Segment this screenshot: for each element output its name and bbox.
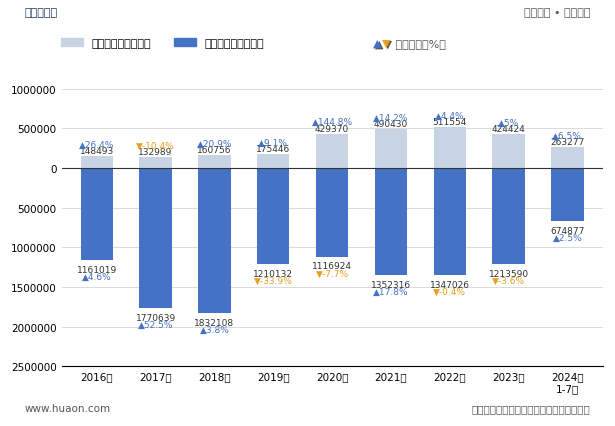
Text: ▲▼ 同比增速（%）: ▲▼ 同比增速（%） bbox=[375, 39, 446, 49]
Text: 160756: 160756 bbox=[197, 146, 232, 155]
Bar bbox=[493, 135, 525, 169]
Text: ▲6.5%: ▲6.5% bbox=[552, 131, 582, 140]
Text: 1213590: 1213590 bbox=[488, 269, 529, 278]
Text: ▲17.8%: ▲17.8% bbox=[373, 288, 409, 296]
Bar bbox=[257, 155, 290, 169]
Bar bbox=[316, 169, 348, 257]
Text: ▲20.9%: ▲20.9% bbox=[197, 139, 232, 148]
Text: 175446: 175446 bbox=[256, 144, 290, 153]
Text: ▼: ▼ bbox=[383, 39, 391, 49]
Text: 132989: 132989 bbox=[138, 148, 173, 157]
Text: 1210132: 1210132 bbox=[253, 269, 293, 278]
Bar bbox=[434, 169, 466, 275]
Text: 263277: 263277 bbox=[550, 138, 584, 147]
Text: 1832108: 1832108 bbox=[194, 318, 234, 327]
Bar bbox=[81, 169, 113, 260]
Bar bbox=[257, 169, 290, 264]
Text: 2016-2024年7月天津东疆综合保税区进、出口额: 2016-2024年7月天津东疆综合保税区进、出口额 bbox=[162, 42, 453, 60]
Text: ▲144.8%: ▲144.8% bbox=[312, 118, 352, 127]
Text: ▼-0.4%: ▼-0.4% bbox=[433, 287, 466, 296]
Text: 490430: 490430 bbox=[374, 120, 408, 129]
Text: 1352316: 1352316 bbox=[371, 280, 411, 289]
Text: ▲: ▲ bbox=[373, 39, 381, 49]
Text: 1116924: 1116924 bbox=[312, 262, 352, 271]
Text: 资料来源：中国海关，华经产业研究院整理: 资料来源：中国海关，华经产业研究院整理 bbox=[472, 403, 590, 413]
Bar bbox=[375, 130, 407, 169]
Text: 424424: 424424 bbox=[492, 125, 525, 134]
Bar bbox=[434, 128, 466, 169]
Text: 专业严谨 • 客观科学: 专业严谨 • 客观科学 bbox=[524, 8, 590, 18]
Text: ▼-33.9%: ▼-33.9% bbox=[254, 276, 293, 285]
Bar bbox=[375, 169, 407, 276]
Text: ▲5%: ▲5% bbox=[498, 118, 519, 127]
Text: ▲9.1%: ▲9.1% bbox=[258, 138, 288, 147]
Bar bbox=[551, 169, 584, 222]
Text: ▲3.8%: ▲3.8% bbox=[199, 325, 229, 334]
Text: 华经情报网: 华经情报网 bbox=[25, 8, 58, 18]
Legend: 出口总额（万美元）, 进口总额（万美元）: 出口总额（万美元）, 进口总额（万美元） bbox=[56, 34, 269, 53]
Text: ▲2.5%: ▲2.5% bbox=[552, 234, 582, 243]
Text: 1161019: 1161019 bbox=[77, 265, 117, 274]
Text: ▼-3.6%: ▼-3.6% bbox=[492, 276, 525, 285]
Text: ▲4.6%: ▲4.6% bbox=[82, 272, 112, 281]
Text: 674877: 674877 bbox=[550, 227, 585, 236]
Bar bbox=[198, 169, 231, 314]
Text: ▲26.4%: ▲26.4% bbox=[79, 140, 114, 149]
Bar bbox=[140, 158, 172, 169]
Text: www.huaon.com: www.huaon.com bbox=[25, 403, 111, 413]
Bar bbox=[81, 157, 113, 169]
Text: ▲4.4%: ▲4.4% bbox=[435, 112, 464, 121]
Bar bbox=[316, 135, 348, 169]
Text: ▲52.5%: ▲52.5% bbox=[138, 320, 173, 329]
Text: ▲14.2%: ▲14.2% bbox=[373, 113, 408, 122]
Text: ▼-7.7%: ▼-7.7% bbox=[315, 269, 349, 278]
Text: 148493: 148493 bbox=[80, 147, 114, 155]
Bar bbox=[551, 148, 584, 169]
Text: 429370: 429370 bbox=[315, 124, 349, 133]
Bar bbox=[140, 169, 172, 309]
Text: 1770639: 1770639 bbox=[135, 314, 176, 322]
Bar bbox=[198, 156, 231, 169]
Text: 1347026: 1347026 bbox=[430, 280, 470, 289]
Text: ▼-10.4%: ▼-10.4% bbox=[137, 141, 175, 150]
Text: 511554: 511554 bbox=[432, 118, 467, 127]
Bar bbox=[493, 169, 525, 265]
